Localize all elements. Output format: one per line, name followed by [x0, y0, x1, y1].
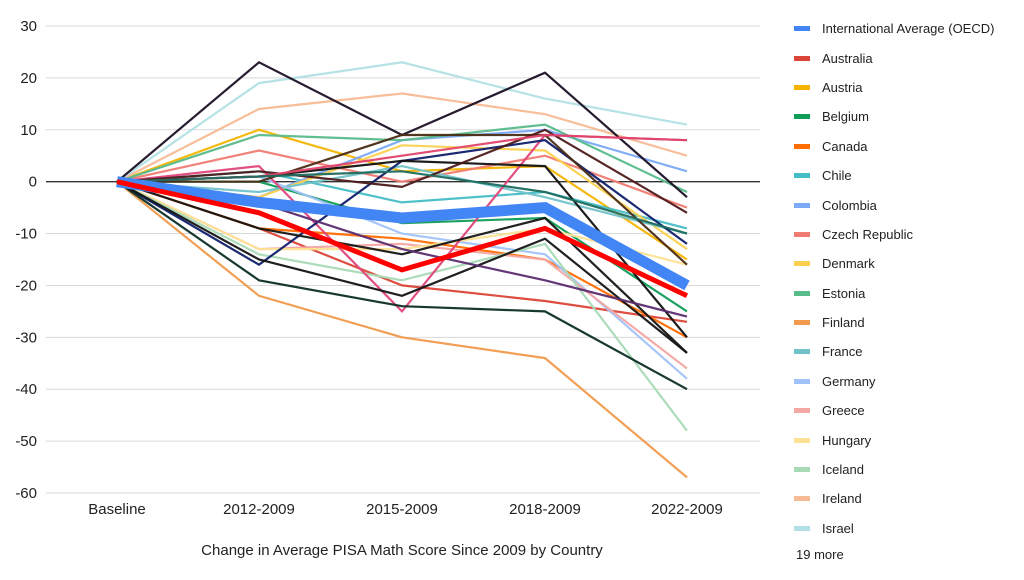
- legend-label: Estonia: [822, 285, 866, 301]
- legend-item[interactable]: France: [794, 337, 1019, 366]
- legend-item[interactable]: Finland: [794, 308, 1019, 337]
- series-line-ireland: [116, 92, 688, 183]
- y-tick-label: 30: [20, 18, 37, 35]
- series-line-unlisted-series-f: [116, 180, 688, 354]
- legend-swatch: [794, 55, 810, 61]
- series-line-iceland: [116, 180, 688, 432]
- legend-item[interactable]: Iceland: [794, 455, 1019, 484]
- legend-label: Austria: [822, 79, 863, 95]
- legend-item[interactable]: Greece: [794, 396, 1019, 425]
- series-line-unlisted-series-k: [116, 128, 688, 214]
- legend-label: Iceland: [822, 462, 864, 478]
- x-tick-label: 2022-2009: [651, 501, 723, 518]
- legend-label: Colombia: [822, 197, 877, 213]
- legend-swatch: [794, 496, 810, 502]
- series-line-unlisted-series-c: [116, 179, 689, 299]
- legend-swatch: [794, 349, 810, 355]
- y-tick-label: -60: [15, 485, 37, 502]
- legend-swatch: [794, 143, 810, 149]
- legend-swatch: [794, 467, 810, 473]
- legend-swatch: [794, 261, 810, 267]
- legend-item[interactable]: Czech Republic: [794, 220, 1019, 249]
- legend-item[interactable]: Australia: [794, 43, 1019, 72]
- legend-label: Belgium: [822, 109, 869, 125]
- y-tick-label: -10: [15, 226, 37, 243]
- series-line-canada: [116, 180, 688, 339]
- legend-label: Czech Republic: [822, 226, 914, 242]
- legend-swatch: [794, 231, 810, 237]
- y-tick-label: -30: [15, 329, 37, 346]
- legend-swatch: [794, 290, 810, 296]
- series-lines: [116, 60, 690, 479]
- legend-swatch: [794, 202, 810, 208]
- x-tick-label: 2012-2009: [223, 501, 295, 518]
- series-line-unlisted-series-h: [117, 133, 688, 266]
- series-line-international-average-oecd: [116, 176, 690, 291]
- chart-title: Change in Average PISA Math Score Since …: [201, 542, 603, 559]
- legend-label: Israel: [822, 520, 854, 536]
- gridlines: [46, 25, 760, 494]
- series-line-estonia: [116, 123, 688, 193]
- x-tick-label: 2018-2009: [509, 501, 581, 518]
- legend-swatch: [794, 173, 810, 179]
- legend-item[interactable]: Estonia: [794, 279, 1019, 308]
- y-tick-label: 20: [20, 70, 37, 87]
- legend-item[interactable]: Colombia: [794, 190, 1019, 219]
- legend-label: Chile: [822, 168, 852, 184]
- series-line-france: [116, 164, 688, 235]
- legend-label: Finland: [822, 315, 865, 331]
- y-tick-label: 0: [29, 174, 37, 191]
- series-line-unlisted-series-m: [116, 170, 688, 235]
- series-line-unlisted-series-e: [116, 180, 688, 391]
- y-tick-label: -50: [15, 433, 37, 450]
- legend-item[interactable]: Hungary: [794, 425, 1019, 454]
- legend-label: France: [822, 344, 863, 360]
- legend-swatch: [794, 26, 810, 32]
- legend: International Average (OECD) Australia Aus…: [794, 14, 1019, 562]
- legend-label: Hungary: [822, 432, 872, 448]
- legend-label: Denmark: [822, 256, 875, 272]
- legend-item[interactable]: Denmark: [794, 249, 1019, 278]
- legend-label: Canada: [822, 138, 868, 154]
- legend-swatch: [794, 378, 810, 384]
- y-axis-ticks: 30 20 10 0 -10 -20 -30 -40 -50 -60: [15, 18, 37, 502]
- x-tick-label: 2015-2009: [366, 501, 438, 518]
- legend-more-link[interactable]: 19 more: [796, 547, 844, 563]
- y-tick-label: -20: [15, 277, 37, 294]
- legend-item[interactable]: Israel: [794, 514, 1019, 543]
- legend-item[interactable]: Austria: [794, 73, 1019, 102]
- legend-swatch: [794, 320, 810, 326]
- series-line-finland: [116, 180, 688, 479]
- series-line-israel: [116, 61, 688, 183]
- x-axis-ticks: Baseline 2012-2009 2015-2009 2018-2009 2022-…: [88, 501, 723, 518]
- y-tick-label: -40: [15, 381, 37, 398]
- legend-label: Ireland: [822, 491, 862, 507]
- legend-item[interactable]: Chile: [794, 161, 1019, 190]
- legend-swatch: [794, 114, 810, 120]
- legend-label: International Average (OECD): [822, 21, 995, 37]
- legend-item[interactable]: Germany: [794, 367, 1019, 396]
- legend-label: Germany: [822, 373, 876, 389]
- series-line-unlisted-series-g: [116, 180, 688, 354]
- legend-item[interactable]: International Average (OECD): [794, 14, 1019, 43]
- legend-swatch: [794, 525, 810, 531]
- x-tick-label: Baseline: [88, 501, 146, 518]
- legend-swatch: [794, 408, 810, 414]
- legend-label: Australia: [822, 50, 873, 66]
- legend-swatch: [794, 84, 810, 90]
- legend-item[interactable]: Canada: [794, 132, 1019, 161]
- series-line-czech-republic: [116, 149, 688, 209]
- legend-swatch: [794, 437, 810, 443]
- y-tick-label: 10: [20, 122, 37, 139]
- legend-item[interactable]: Belgium: [794, 102, 1019, 131]
- legend-label: Greece: [822, 403, 865, 419]
- legend-item[interactable]: Ireland: [794, 484, 1019, 513]
